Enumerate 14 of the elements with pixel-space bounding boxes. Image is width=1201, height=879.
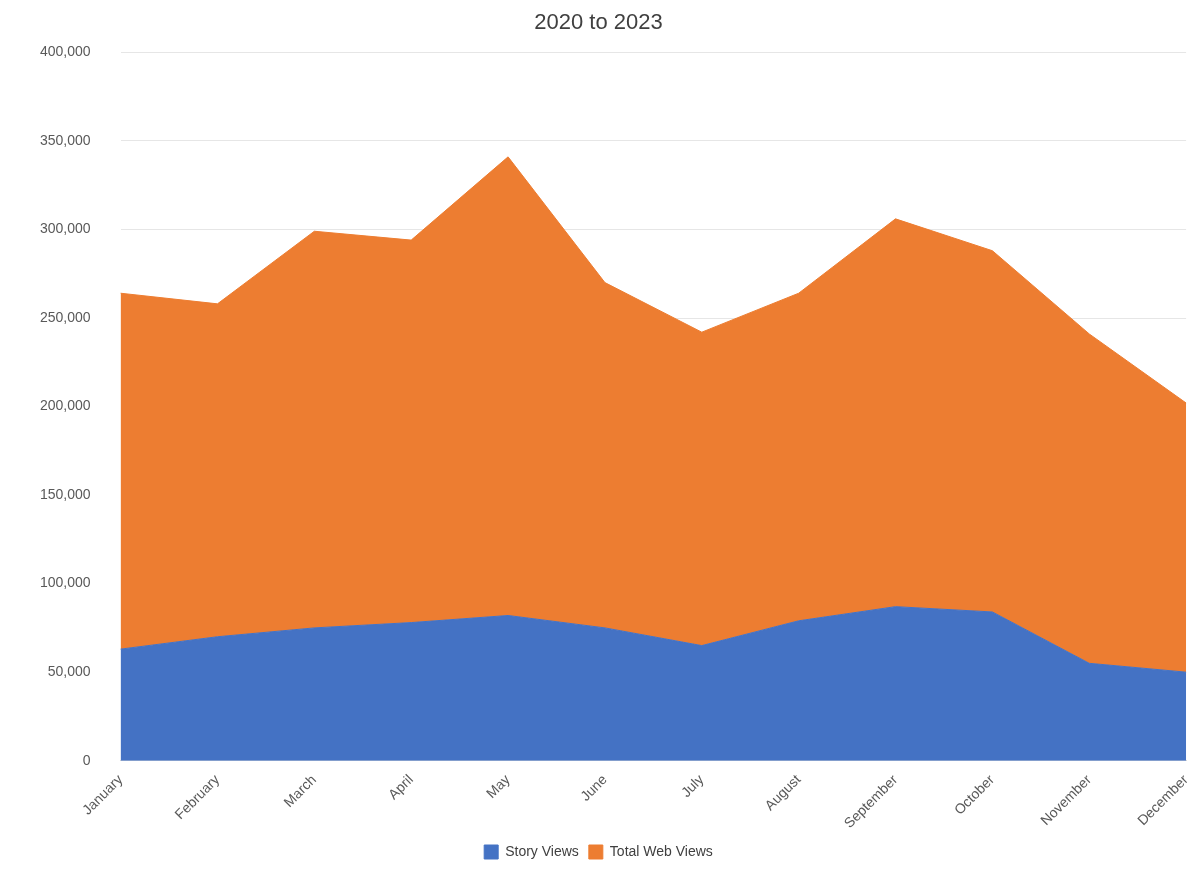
y-tick-label: 0 bbox=[82, 751, 91, 768]
y-tick-label: 250,000 bbox=[40, 308, 91, 325]
y-tick-label: 400,000 bbox=[40, 43, 91, 60]
y-tick-label: 350,000 bbox=[40, 131, 91, 148]
y-tick-label: 300,000 bbox=[40, 220, 91, 237]
y-tick-label: 200,000 bbox=[40, 397, 91, 414]
y-tick-label: 150,000 bbox=[40, 485, 91, 502]
legend-label: Total Web Views bbox=[609, 842, 713, 859]
y-tick-label: 50,000 bbox=[47, 663, 91, 680]
chart-title: 2020 to 2023 bbox=[534, 9, 663, 35]
x-tick-label: July bbox=[677, 771, 707, 801]
legend-label: Story Views bbox=[505, 842, 579, 859]
x-tick-label: May bbox=[482, 771, 513, 802]
y-tick-label: 100,000 bbox=[40, 574, 91, 591]
